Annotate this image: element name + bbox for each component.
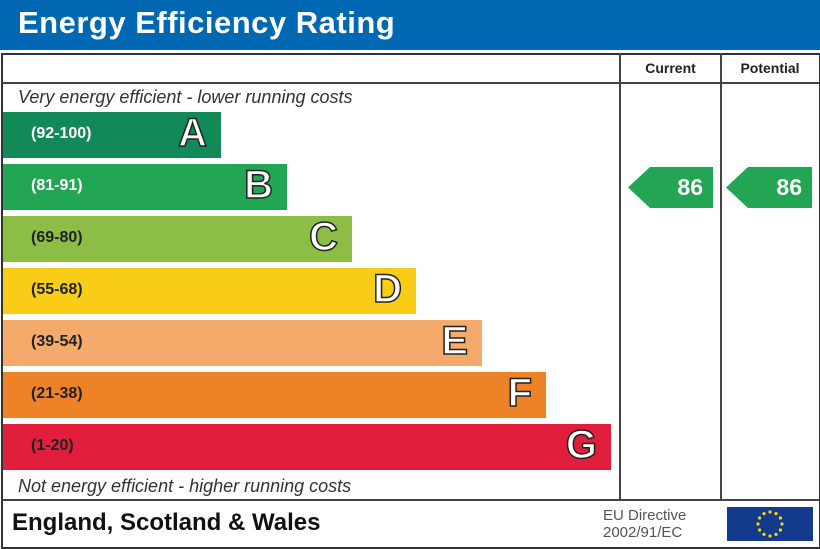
country-label: England, Scotland & Wales (12, 509, 321, 536)
divider (619, 53, 621, 501)
star-icon (758, 516, 762, 520)
band-range: (21-38) (31, 385, 83, 402)
caption-bottom: Not energy efficient - higher running co… (18, 476, 352, 496)
band-range: (81-91) (31, 177, 83, 194)
band-letter: B (243, 162, 273, 208)
star-icon (762, 512, 766, 516)
band-letter: F (507, 370, 533, 416)
band-letter: D (372, 266, 402, 312)
band-b: (81-91) B (3, 162, 287, 210)
potential-rating-arrow: 86 (726, 167, 812, 208)
star-icon (774, 532, 778, 536)
band-range: (55-68) (31, 281, 83, 298)
band-letter: C (308, 214, 338, 260)
band-a: (92-100) A (3, 110, 221, 158)
band-range: (69-80) (31, 229, 83, 246)
band-range: (39-54) (31, 333, 83, 350)
band-letter: E (441, 318, 469, 364)
current-rating-arrow: 86 (628, 167, 713, 208)
divider (720, 53, 722, 501)
directive-line2: 2002/91/EC (603, 524, 683, 541)
band-g: (1-20) G (3, 422, 611, 470)
eu-directive: EU Directive 2002/91/EC (603, 507, 686, 541)
band-range: (1-20) (31, 437, 74, 454)
divider (1, 499, 819, 501)
star-icon (768, 510, 772, 514)
star-icon (762, 532, 766, 536)
star-icon (780, 522, 784, 526)
star-icon (778, 528, 782, 532)
band-range: (92-100) (31, 125, 92, 142)
star-icon (758, 528, 762, 532)
caption-top: Very energy efficient - lower running co… (18, 87, 353, 107)
header-bar (0, 0, 820, 50)
potential-rating-value: 86 (776, 174, 802, 200)
star-icon (778, 516, 782, 520)
band-f: (21-38) F (3, 370, 546, 418)
star-icon (768, 534, 772, 538)
star-icon (756, 522, 760, 526)
eu-flag-icon (727, 507, 813, 541)
current-rating-value: 86 (677, 174, 703, 200)
star-icon (774, 512, 778, 516)
band-letter: G (565, 422, 598, 468)
band-e: (39-54) E (3, 318, 482, 366)
divider (1, 82, 819, 84)
band-c: (69-80) C (3, 214, 352, 262)
directive-line1: EU Directive (603, 507, 687, 524)
column-header-current: Current (645, 60, 696, 76)
page-title: Energy Efficiency Rating (18, 5, 396, 40)
column-header-potential: Potential (740, 60, 800, 76)
band-d: (55-68) D (3, 266, 416, 314)
band-letter: A (177, 110, 207, 156)
